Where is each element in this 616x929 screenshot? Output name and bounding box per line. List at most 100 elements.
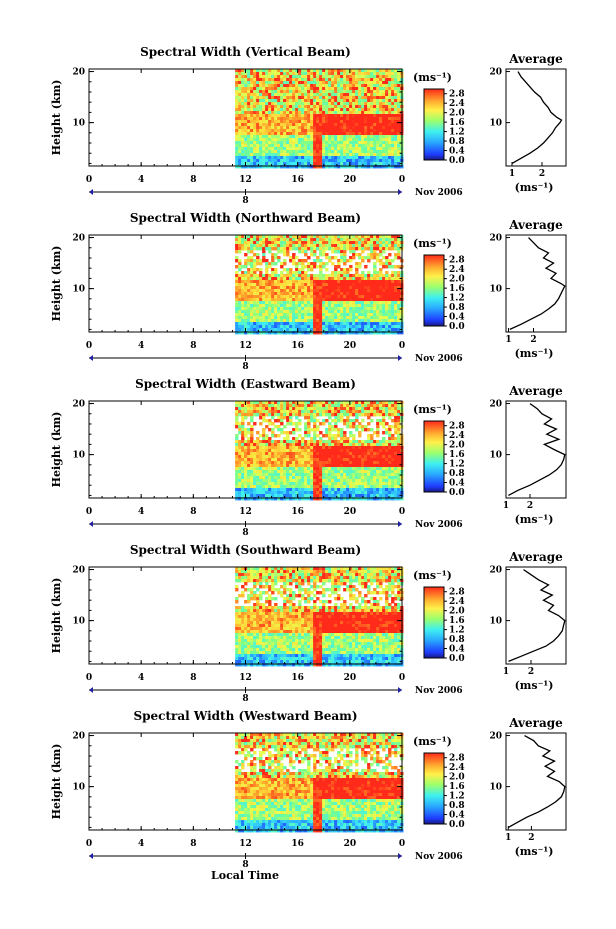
heatmap-cell: [253, 476, 257, 480]
heatmap-cell: [262, 141, 266, 145]
heatmap-cell: [265, 268, 269, 272]
heatmap-cell: [268, 78, 272, 82]
heatmap-cell: [280, 443, 284, 447]
heatmap-cell: [382, 99, 386, 103]
heatmap-cell: [250, 132, 254, 136]
heatmap-cell: [313, 108, 317, 112]
heatmap-cell: [304, 295, 308, 299]
heatmap-cell: [367, 123, 371, 127]
heatmap-cell: [337, 108, 341, 112]
heatmap-cell: [247, 461, 251, 465]
heatmap-cell: [376, 144, 380, 148]
heatmap-cell: [247, 250, 251, 254]
heatmap-cell: [337, 419, 341, 423]
heatmap-cell: [373, 292, 377, 296]
heatmap-cell: [292, 114, 296, 118]
heatmap-cell: [304, 78, 308, 82]
heatmap-cell: [295, 84, 299, 88]
heatmap-cell: [295, 301, 299, 305]
heatmap-cell: [394, 135, 398, 139]
heatmap-cell: [250, 126, 254, 130]
heatmap-cell: [259, 307, 263, 311]
heatmap-cell: [289, 150, 293, 154]
heatmap-cell: [352, 304, 356, 308]
heatmap-cell: [337, 141, 341, 145]
heatmap-cell: [274, 156, 278, 160]
heatmap-cell: [256, 141, 260, 145]
heatmap-cell: [271, 138, 275, 142]
heatmap-cell: [304, 286, 308, 290]
heatmap-cell: [283, 407, 287, 411]
heatmap-cell: [247, 331, 251, 335]
heatmap-cell: [346, 259, 350, 263]
heatmap-cell: [367, 253, 371, 257]
heatmap-cell: [361, 72, 365, 76]
heatmap-cell: [319, 244, 323, 248]
heatmap-cell: [397, 75, 401, 79]
heatmap-cell: [316, 150, 320, 154]
heatmap-cell: [370, 162, 374, 166]
heatmap-cell: [283, 159, 287, 163]
heatmap-cell: [238, 473, 242, 477]
heatmap-cell: [346, 485, 350, 489]
heatmap-cell: [379, 102, 383, 106]
heatmap-cell: [397, 120, 401, 124]
heatmap-cell: [346, 497, 350, 501]
heatmap-cell: [256, 464, 260, 468]
heatmap-cell: [343, 147, 347, 151]
heatmap-cell: [304, 479, 308, 483]
heatmap-cell: [307, 235, 311, 239]
heatmap-cell: [307, 401, 311, 405]
heatmap-cell: [250, 244, 254, 248]
heatmap-cell: [235, 96, 239, 100]
heatmap-cell: [307, 283, 311, 287]
heatmap-cell: [283, 129, 287, 133]
heatmap-cell: [337, 289, 341, 293]
heatmap-cell: [307, 488, 311, 492]
heatmap-cell: [328, 434, 332, 438]
heatmap-cell: [358, 253, 362, 257]
heatmap-cell: [349, 274, 353, 278]
heatmap-cell: [328, 470, 332, 474]
heatmap-cell: [319, 129, 323, 133]
heatmap-cell: [277, 413, 281, 417]
heatmap-cell: [235, 307, 239, 311]
heatmap-cell: [352, 102, 356, 106]
heatmap-cell: [283, 250, 287, 254]
heatmap-cell: [292, 328, 296, 332]
heatmap-cell: [316, 313, 320, 317]
heatmap-cell: [256, 467, 260, 471]
heatmap-cell: [391, 105, 395, 109]
heatmap-cell: [301, 78, 305, 82]
heatmap-cell: [382, 90, 386, 94]
heatmap-cell: [343, 319, 347, 323]
heatmap-cell: [370, 292, 374, 296]
heatmap-cell: [307, 322, 311, 326]
heatmap-cell: [310, 446, 314, 450]
heatmap-cell: [328, 238, 332, 242]
heatmap-cell: [307, 458, 311, 462]
heatmap-cell: [280, 422, 284, 426]
heatmap-cell: [283, 93, 287, 97]
heatmap-cell: [241, 265, 245, 269]
heatmap-cell: [337, 244, 341, 248]
heatmap-cell: [250, 449, 254, 453]
heatmap-cell: [322, 316, 326, 320]
heatmap-cell: [286, 117, 290, 121]
heatmap-cell: [265, 452, 269, 456]
heatmap-cell: [265, 87, 269, 91]
heatmap-cell: [382, 93, 386, 97]
heatmap-cell: [250, 147, 254, 151]
heatmap-cell: [373, 75, 377, 79]
heatmap-cell: [241, 425, 245, 429]
heatmap-cell: [250, 401, 254, 405]
heatmap-cell: [280, 138, 284, 142]
heatmap-cell: [283, 114, 287, 118]
heatmap-cell: [397, 165, 401, 169]
heatmap-cell: [313, 102, 317, 106]
heatmap-cell: [364, 93, 368, 97]
heatmap-cell: [280, 419, 284, 423]
heatmap-cell: [238, 120, 242, 124]
heatmap-cell: [346, 114, 350, 118]
heatmap-cell: [259, 99, 263, 103]
